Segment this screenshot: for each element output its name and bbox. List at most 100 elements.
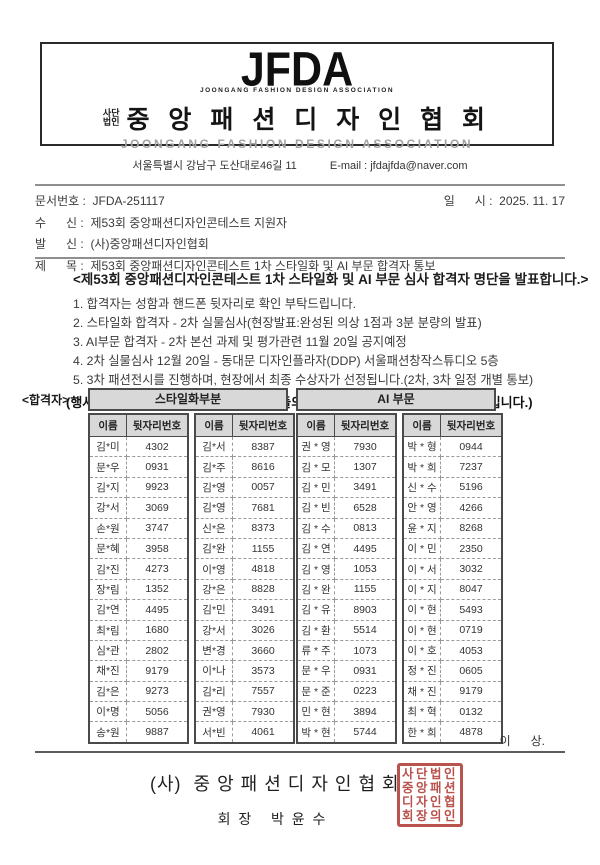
applicant-number: 4302	[126, 435, 189, 458]
applicant-name: 채 * 진	[402, 680, 441, 703]
applicant-number: 0813	[334, 517, 397, 539]
roster-row: 김*진 4273	[88, 558, 189, 580]
applicant-name: 이 * 호	[402, 639, 441, 662]
applicant-number: 7237	[440, 456, 503, 478]
roster-row: 김*은 9273	[88, 680, 189, 703]
applicant-number: 9923	[126, 476, 189, 499]
roster-row: 최 * 혁 0132	[402, 701, 503, 723]
roster-row: 이 * 호 4053	[402, 639, 503, 662]
applicant-number: 3894	[334, 701, 397, 723]
seal-text-line: 회장의인	[401, 809, 458, 823]
roster-row: 신*은 8373	[194, 517, 295, 539]
applicant-number: 1352	[126, 578, 189, 601]
applicant-name: 최*림	[88, 619, 127, 641]
roster-row: 강*은 8828	[194, 578, 295, 601]
applicant-number: 7681	[232, 497, 295, 519]
applicant-name: 김*완	[194, 537, 233, 560]
applicant-name: 김 * 빈	[296, 497, 335, 519]
applicant-number: 5056	[126, 701, 189, 723]
roster-table: 이름 뒷자리번호 김*서 8387 김*주 8616 김*영 0057 김*영 7681 신*은 83…	[194, 413, 295, 744]
applicant-name: 서*빈	[194, 721, 233, 744]
applicant-name: 김 * 유	[296, 599, 335, 621]
roster-row: 김 * 모 1307	[296, 456, 397, 478]
roster-row: 최*림 1680	[88, 619, 189, 641]
from-value: (사)중앙패션디자인협회	[90, 237, 209, 251]
roster-row: 이*영 4818	[194, 558, 295, 580]
applicant-name: 장*림	[88, 578, 127, 601]
roster-row: 문 * 준 0223	[296, 680, 397, 703]
applicant-number: 7930	[334, 435, 397, 458]
applicant-number: 3491	[334, 476, 397, 499]
applicant-name: 김 * 환	[296, 619, 335, 641]
col-header-number: 뒷자리번호	[232, 413, 295, 437]
org-type-label: 사단 법인	[102, 107, 120, 127]
applicant-number: 0931	[126, 456, 189, 478]
applicant-name: 윤 * 지	[402, 517, 441, 539]
applicant-name: 김 * 완	[296, 578, 335, 601]
official-seal-stamp: 사단법인 중앙패션 디자인협 회장의인	[397, 763, 463, 827]
roster-row: 이 * 민 2350	[402, 537, 503, 560]
to-label: 수 신 :	[35, 215, 84, 230]
roster-row: 신 * 수 5196	[402, 476, 503, 499]
applicant-number: 8047	[440, 578, 503, 601]
applicant-name: 이*명	[88, 701, 127, 723]
roster-row: 이 * 현 0719	[402, 619, 503, 641]
roster-row: 이 * 지 8047	[402, 578, 503, 601]
applicant-name: 김*연	[88, 599, 127, 621]
applicant-number: 1155	[334, 578, 397, 601]
applicant-number: 3747	[126, 517, 189, 539]
roster-row: 박 * 현 5744	[296, 721, 397, 744]
applicant-name: 강*서	[88, 497, 127, 519]
applicant-number: 0931	[334, 660, 397, 682]
applicant-number: 3958	[126, 537, 189, 560]
applicant-name: 강*서	[194, 619, 233, 641]
applicant-name: 채*진	[88, 660, 127, 682]
roster-row: 권 * 영 7930	[296, 435, 397, 458]
applicant-name: 김*리	[194, 680, 233, 703]
roster-row: 김 * 영 1053	[296, 558, 397, 580]
applicant-number: 8387	[232, 435, 295, 458]
applicant-number: 9179	[126, 660, 189, 682]
roster-table: 이름 뒷자리번호 김*미 4302 문*우 0931 김*지 9923 강*서 3069 손*원 37…	[88, 413, 189, 744]
applicant-name: 이 * 서	[402, 558, 441, 580]
applicant-name: 손*원	[88, 517, 127, 539]
applicant-number: 6528	[334, 497, 397, 519]
roster-row: 이*명 5056	[88, 701, 189, 723]
applicant-number: 8373	[232, 517, 295, 539]
applicant-number: 8903	[334, 599, 397, 621]
jfda-logo-subtitle: JOONGANG FASHION DESIGN ASSOCIATION	[199, 87, 395, 94]
roster-row: 장*림 1352	[88, 578, 189, 601]
org-name-english: JOONGANG FASHION DESIGN ASSOCIATION	[120, 137, 474, 151]
roster-row: 정 * 진 0605	[402, 660, 503, 682]
applicant-number: 0605	[440, 660, 503, 682]
roster-row: 서*빈 4061	[194, 721, 295, 744]
applicant-number: 3069	[126, 497, 189, 519]
applicant-number: 4266	[440, 497, 503, 519]
col-header-number: 뒷자리번호	[440, 413, 503, 437]
roster-row: 류 * 주 1073	[296, 639, 397, 662]
letterhead-box: JFDA JOONGANG FASHION DESIGN ASSOCIATION…	[40, 42, 554, 151]
applicant-number: 8268	[440, 517, 503, 539]
applicant-number: 0944	[440, 435, 503, 458]
applicant-name: 김 * 영	[296, 558, 335, 580]
jfda-logo: JFDA	[240, 43, 354, 97]
applicant-number: 1307	[334, 456, 397, 478]
roster-row: 김*지 9923	[88, 476, 189, 499]
divider-bottom	[35, 751, 565, 753]
applicant-number: 1053	[334, 558, 397, 580]
applicant-name: 권*영	[194, 701, 233, 723]
roster-row: 윤 * 지 8268	[402, 517, 503, 539]
applicant-name: 박 * 현	[296, 721, 335, 744]
applicant-name: 김 * 연	[296, 537, 335, 560]
applicant-number: 4818	[232, 558, 295, 580]
applicant-name: 이 * 현	[402, 599, 441, 621]
roster-row: 김 * 연 4495	[296, 537, 397, 560]
applicant-name: 김 * 민	[296, 476, 335, 499]
roster-row: 문*혜 3958	[88, 537, 189, 560]
applicant-number: 2802	[126, 639, 189, 662]
roster-row: 권*영 7930	[194, 701, 295, 723]
roster-row: 강*서 3026	[194, 619, 295, 641]
roster-row: 김*연 4495	[88, 599, 189, 621]
applicant-name: 김*은	[88, 680, 127, 703]
applicant-number: 9887	[126, 721, 189, 744]
